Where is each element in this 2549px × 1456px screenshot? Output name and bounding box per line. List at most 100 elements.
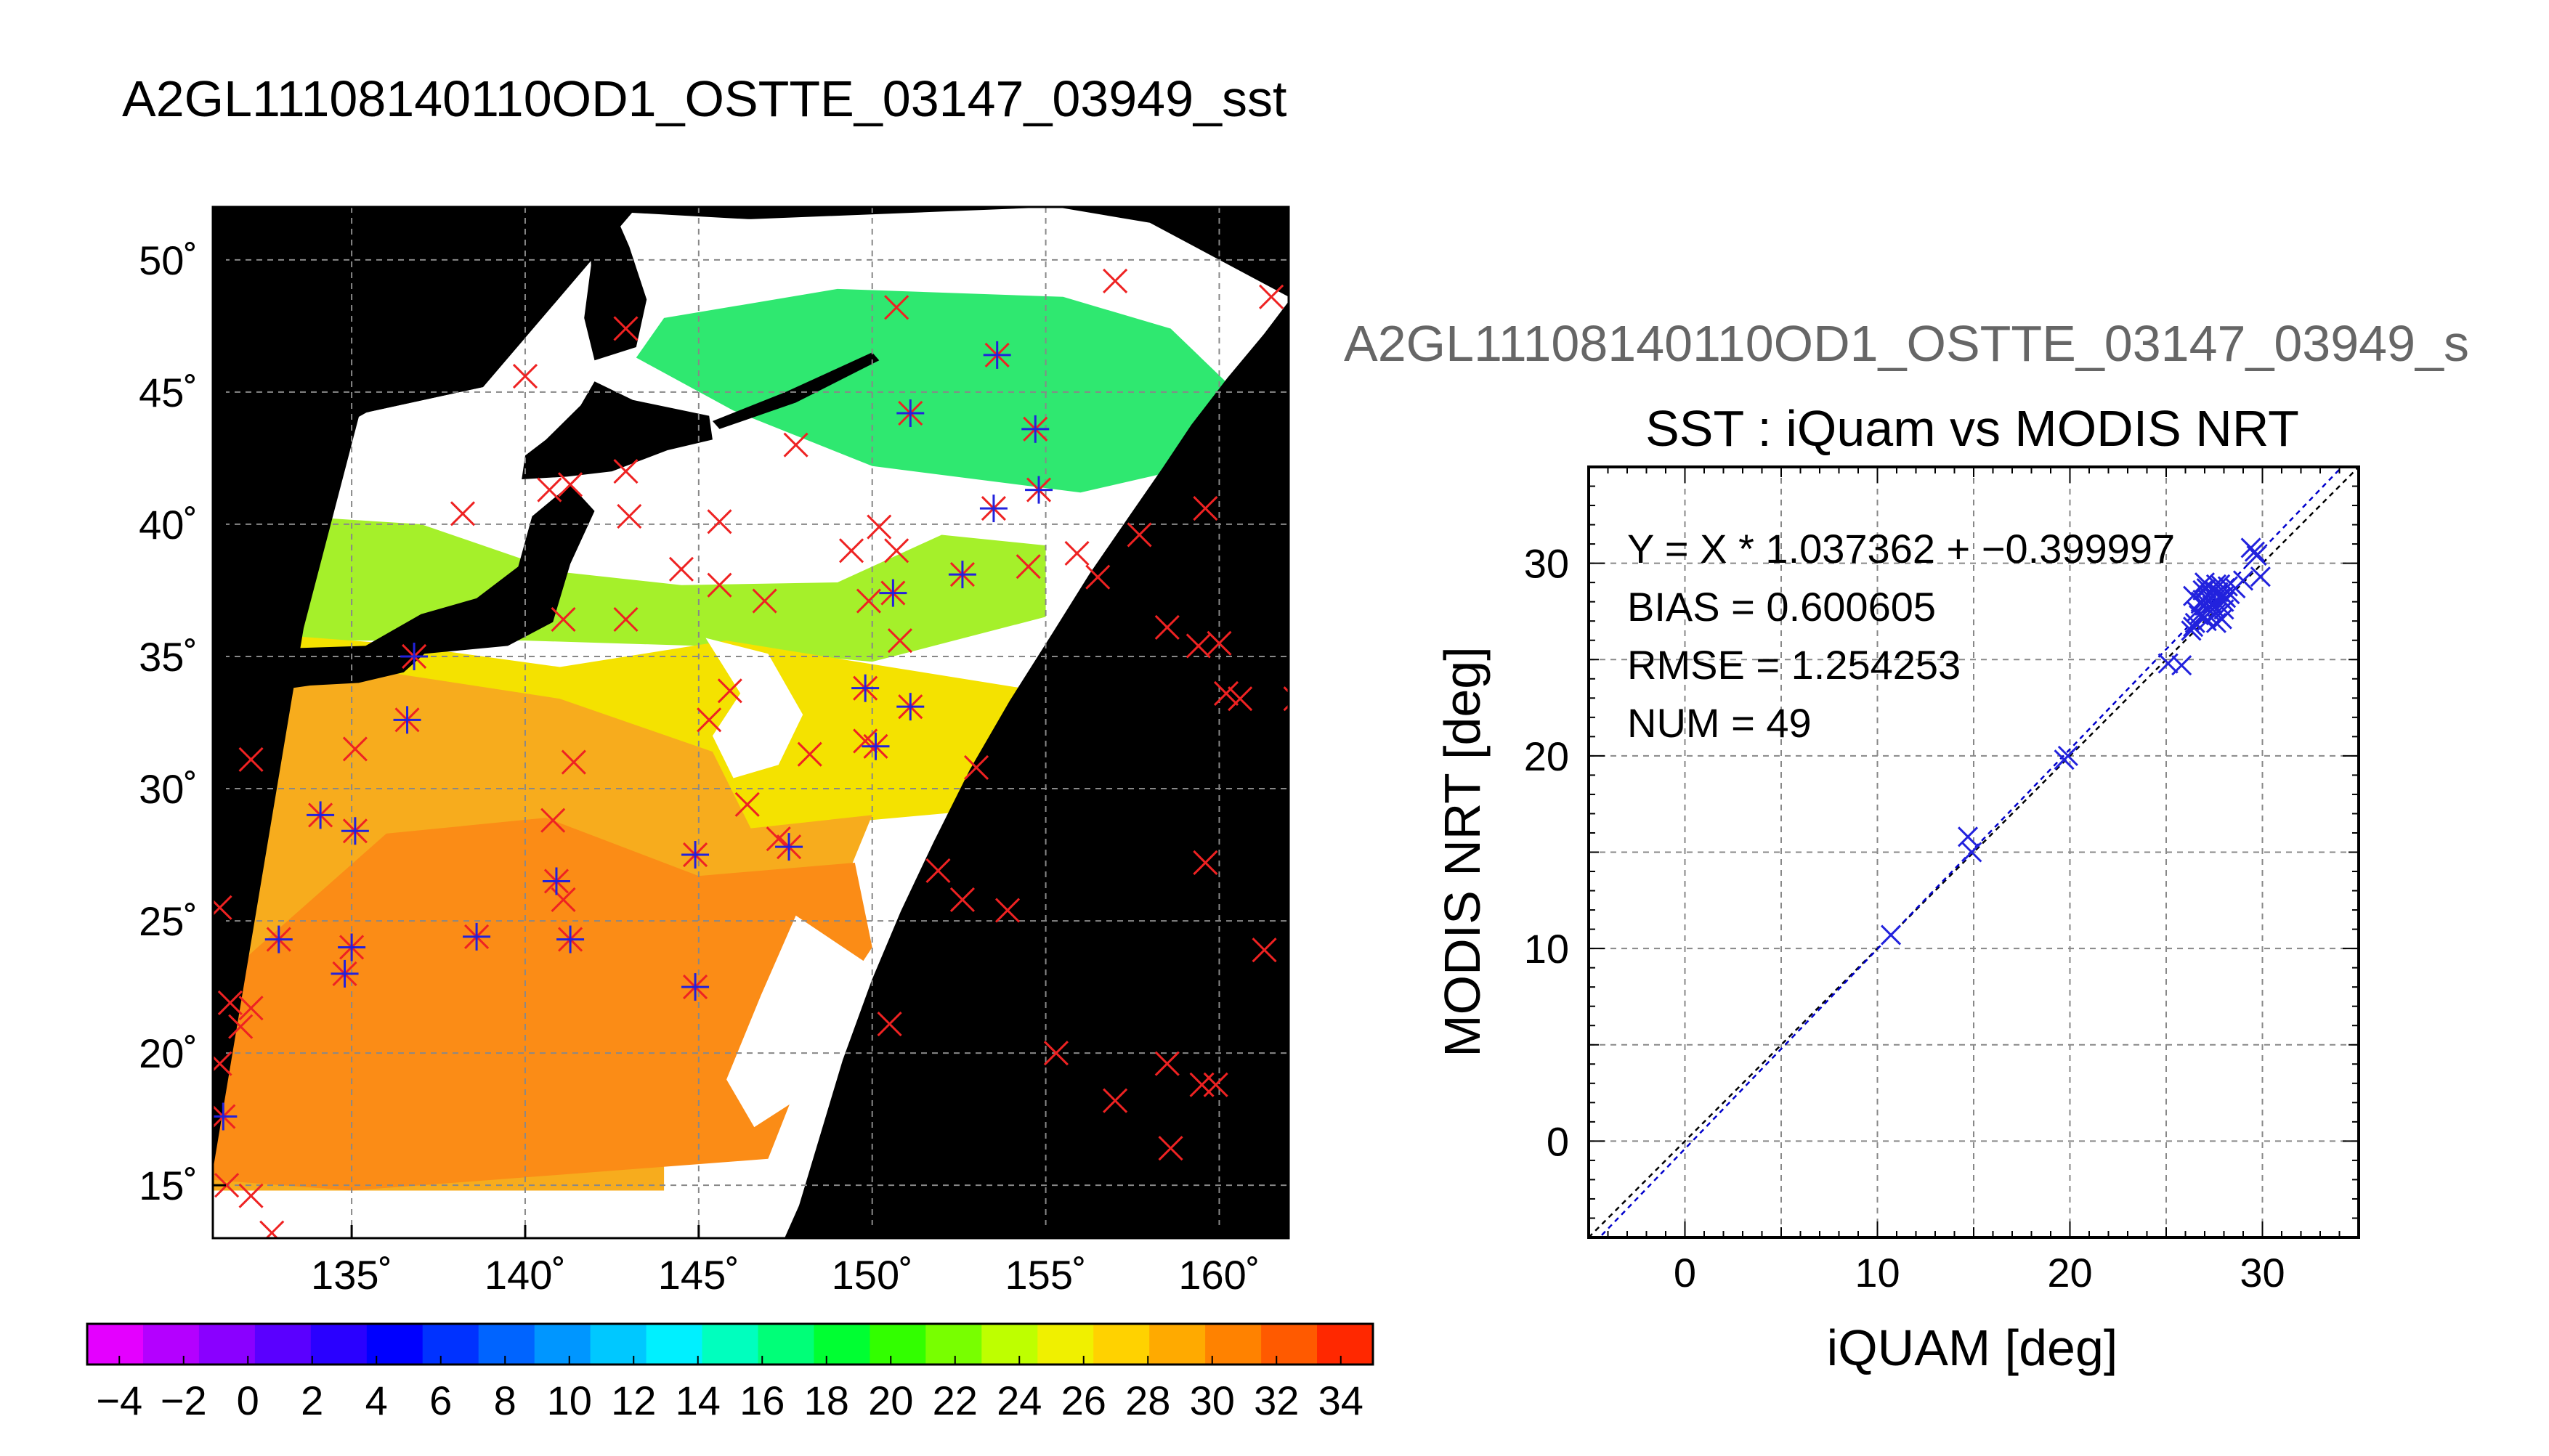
map-y-tick-label: 45˚ [139, 370, 198, 415]
colorbar-tick-label: 6 [429, 1378, 452, 1423]
buoy-unmatched-marker [540, 808, 566, 833]
colorbar-cell [1205, 1324, 1262, 1365]
colorbar-tick-label: 2 [301, 1378, 323, 1423]
map-x-tick-label: 145˚ [658, 1252, 739, 1298]
buoy-unmatched-marker [238, 996, 264, 1021]
buoy-matched-marker [851, 674, 880, 702]
stats-annotations: Y = X * 1.037362 + −0.399997 BIAS = 0.600… [1627, 526, 2175, 746]
region-land-japan [227, 484, 595, 694]
colorbar-cell [925, 1324, 983, 1365]
colorbar-tick-label: 30 [1190, 1378, 1235, 1423]
colorbar-cell [758, 1324, 815, 1365]
buoy-matched-marker [681, 973, 710, 1001]
buoy-unmatched-marker [867, 514, 892, 540]
buoy-unmatched-marker [561, 749, 586, 775]
scatter-point [2202, 593, 2223, 614]
buoy-matched-marker [896, 399, 925, 427]
colorbar-cell [366, 1324, 424, 1365]
scatter-point [2250, 566, 2271, 587]
map-x-tick-label: 150˚ [832, 1252, 913, 1298]
buoy-unmatched-marker [717, 678, 742, 704]
buoy-matched-marker [393, 706, 421, 734]
buoy-matched-marker [948, 561, 976, 589]
region-cloud-central [705, 638, 803, 778]
buoy-unmatched-marker [1294, 972, 1318, 996]
buoy-unmatched-marker [668, 556, 694, 582]
map-y-tick-label: 25˚ [139, 898, 198, 944]
buoy-matched-marker [983, 341, 1011, 369]
map-x-tick-label: 155˚ [1005, 1252, 1087, 1298]
colorbar-cell [870, 1324, 927, 1365]
buoy-unmatched-marker [1252, 938, 1277, 963]
colorbar-tick-label: 20 [868, 1378, 913, 1423]
region-land-kurils [712, 352, 880, 429]
buoy-unmatched-marker [259, 1220, 285, 1238]
outside-swath [785, 301, 1289, 1238]
buoy-matched-marker [463, 922, 491, 951]
buoy-matched-marker [1025, 476, 1053, 504]
buoy-unmatched-marker [214, 1173, 240, 1198]
buoy-unmatched-marker [238, 747, 264, 773]
buoy-unmatched-marker [949, 887, 975, 913]
map-x-tick-label: 160˚ [1178, 1252, 1260, 1298]
colorbar-tick-label: −4 [96, 1378, 142, 1423]
scatter-point [2213, 585, 2234, 606]
buoy-unmatched-marker [558, 472, 583, 497]
colorbar-tick-label: 16 [739, 1378, 785, 1423]
scatter-y-ticks: 0 10 20 30 [1524, 541, 1569, 1165]
scatter-grid [1589, 467, 2359, 1237]
sst-colorbar: −4 −2 0 2 4 6 8 10 12 14 16 18 20 22 24 26 28 30 32 34 [86, 1322, 1374, 1423]
scatter-x-tick-label: 0 [1674, 1250, 1696, 1296]
scatter-plot: 0 10 20 30 0 10 20 30 Y = X * 1.037362 + −0.39… [1434, 465, 2360, 1376]
scatter-y-tick-label: 30 [1524, 541, 1569, 587]
colorbar-cell [1149, 1324, 1206, 1365]
scatter-x-tick-label: 20 [2047, 1250, 2092, 1296]
map-y-tick-label: 30˚ [139, 766, 198, 812]
colorbar-cells [87, 1324, 1374, 1365]
buoy-unmatched-marker [1103, 268, 1128, 294]
buoy-unmatched-marker [884, 295, 909, 320]
buoy-unmatched-marker [707, 572, 732, 598]
buoy-matched-marker [264, 925, 293, 953]
colorbar-tick-label: 10 [547, 1378, 592, 1423]
buoy-unmatched-marker [537, 477, 562, 503]
scatter-x-tick-label: 10 [1855, 1250, 1900, 1296]
buoy-unmatched-marker [887, 628, 912, 654]
colorbar-tick-label: 4 [365, 1378, 388, 1423]
stats-annotation: NUM = 49 [1627, 700, 1812, 746]
buoy-matched-marker [1021, 415, 1050, 443]
scatter-y-tick-label: 10 [1524, 926, 1569, 972]
map-grid [213, 207, 1289, 1238]
sst-regions [213, 207, 1289, 1238]
colorbar-cell [1317, 1324, 1374, 1365]
buoy-unmatched-marker [1016, 554, 1041, 579]
buoy-unmatched-marker [925, 858, 951, 883]
map-y-ticks: 15˚ 20˚ 25˚ 30˚ 35˚ 40˚ 45˚ 50˚ [139, 237, 226, 1208]
colorbar-cell [1037, 1324, 1095, 1365]
map-y-tick-label: 15˚ [139, 1163, 198, 1208]
buoy-matched-marker [681, 841, 710, 869]
colorbar-tick-label: 12 [611, 1378, 656, 1423]
buoy-unmatched-marker [551, 606, 576, 633]
colorbar-cell [478, 1324, 535, 1365]
y-axis-label: MODIS NRT [deg] [1434, 646, 1491, 1057]
scatter-point [1961, 842, 1982, 863]
colorbar-tick-label: 26 [1061, 1378, 1106, 1423]
map-frame [211, 206, 1290, 1240]
colorbar-cell [310, 1324, 368, 1365]
colorbar-cell [702, 1324, 759, 1365]
map-y-tick-label: 20˚ [139, 1030, 198, 1076]
scatter-points [1880, 537, 2271, 945]
buoy-matched-marker [338, 933, 366, 961]
buoy-unmatched-marker [1228, 686, 1253, 712]
buoy-unmatched-marker [1193, 850, 1218, 876]
colorbar-tick-label: 8 [494, 1378, 516, 1423]
buoy-matched-marker [879, 579, 907, 607]
colorbar-cell [1261, 1324, 1318, 1365]
map-y-tick-label: 50˚ [139, 237, 198, 283]
region-land-hokkaido [522, 381, 713, 479]
buoy-unmatched-marker [707, 509, 732, 534]
buoy-unmatched-marker [228, 1014, 254, 1039]
scatter-point [2240, 537, 2261, 558]
x-axis-label: iQUAM [deg] [1827, 1319, 2118, 1376]
